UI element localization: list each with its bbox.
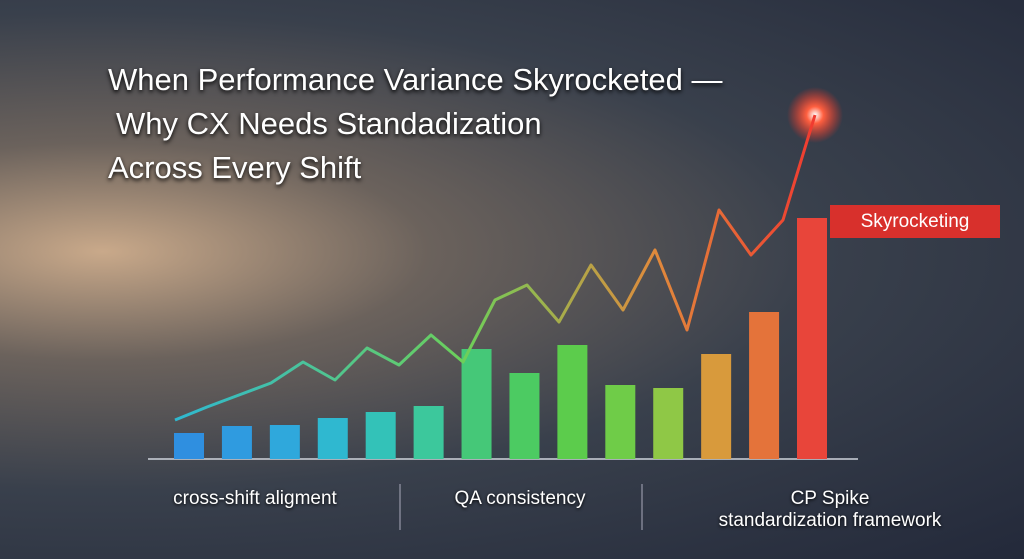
bar: [557, 345, 588, 459]
bar: [701, 354, 732, 459]
title: When Performance Variance Skyrocketed — …: [108, 58, 723, 190]
bar: [605, 385, 636, 459]
bar: [461, 349, 492, 459]
bar: [221, 426, 252, 459]
bar: [509, 373, 540, 459]
bar: [413, 406, 444, 459]
title-line: Why CX Needs Standadization: [116, 106, 542, 141]
caption: CP Spike standardization framework: [718, 488, 942, 531]
bar: [365, 412, 396, 459]
title-line: Across Every Shift: [108, 150, 362, 185]
bar: [174, 433, 204, 459]
bar: [749, 312, 780, 459]
trend-line: [174, 114, 817, 422]
badge: Skyrocketing: [830, 205, 1000, 238]
title-line: When Performance Variance Skyrocketed —: [108, 62, 723, 97]
caption: cross-shift aligment: [173, 488, 337, 509]
bar: [269, 425, 300, 459]
bar: [317, 418, 348, 459]
bar: [653, 388, 684, 459]
bar: [797, 218, 827, 459]
caption: QA consistency: [454, 488, 586, 509]
